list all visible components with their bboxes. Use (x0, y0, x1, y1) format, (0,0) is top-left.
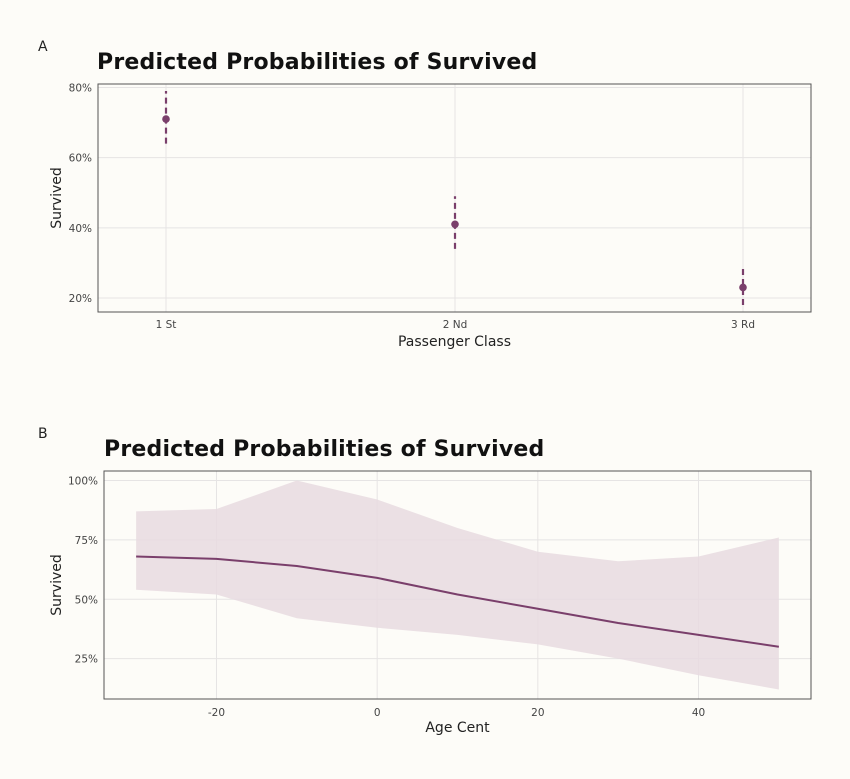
y-tick-label-b: 25% (75, 654, 98, 666)
series-line (136, 555, 780, 648)
plot-frame-b (103, 470, 812, 700)
x-axis-title-b: Age Cent (425, 720, 490, 736)
data-point (451, 220, 459, 229)
y-tick-label-a: 80% (69, 83, 92, 95)
confidence-band (136, 480, 779, 690)
x-tick-label-a: 2 Nd (443, 319, 468, 331)
chart-title-b: Predicted Probabilities of Survived (104, 437, 544, 462)
panel-label-b: B (38, 426, 48, 442)
data-point (162, 115, 170, 123)
panel-a: A Predicted Probabilities of Survived 20% 4… (38, 39, 812, 350)
y-tick-label-a: 60% (69, 153, 92, 165)
y-tick-label-b: 50% (75, 594, 98, 606)
x-tick-label-b: -20 (208, 707, 225, 719)
y-tick-label-a: 40% (69, 223, 92, 235)
x-axis-title-a: Passenger Class (398, 334, 511, 350)
x-tick-label-a: 3 Rd (731, 319, 755, 331)
x-tick-label-a: 1 St (156, 319, 177, 331)
y-tick-label-a: 20% (69, 293, 92, 305)
y-axis-title-b: Survived (49, 554, 65, 615)
panel-b: B Predicted Probabilities of Survived 25% 5… (38, 426, 812, 736)
plot-frame-a (97, 83, 812, 313)
y-axis-title-a: Survived (49, 167, 65, 228)
y-tick-label-b: 100% (68, 476, 98, 488)
data-point (739, 283, 747, 292)
x-tick-label-b: 0 (374, 707, 381, 719)
x-tick-label-b: 40 (692, 707, 705, 719)
chart-title-a: Predicted Probabilities of Survived (97, 50, 537, 75)
y-tick-label-b: 75% (75, 535, 98, 547)
x-tick-label-b: 20 (531, 707, 544, 719)
panel-label-a: A (38, 39, 48, 55)
